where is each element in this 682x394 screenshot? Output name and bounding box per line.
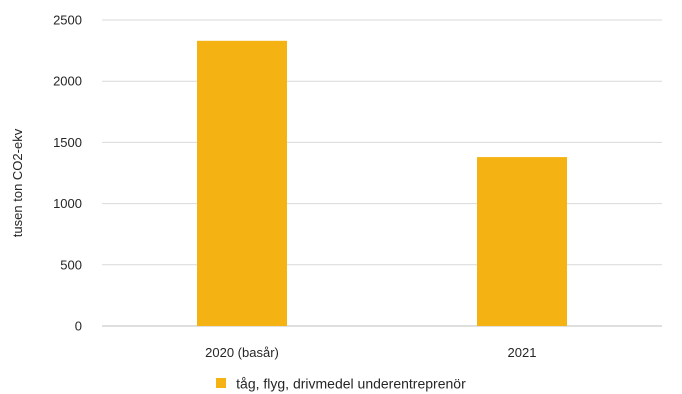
- x-tick-labels: 2020 (basår) 2021: [205, 345, 536, 360]
- y-tick-label: 2000: [53, 74, 82, 89]
- y-tick-label: 0: [75, 319, 82, 334]
- y-tick-label: 500: [60, 257, 82, 272]
- y-tick-label: 1500: [53, 135, 82, 150]
- bar: [477, 157, 567, 326]
- x-tick-label: 2021: [508, 345, 537, 360]
- y-tick-labels: 0 500 1000 1500 2000 2500: [53, 13, 82, 334]
- bars: [197, 40, 567, 327]
- x-tick-label: 2020 (basår): [205, 345, 279, 360]
- y-axis-label: tusen ton CO2-ekv: [10, 128, 25, 237]
- legend-swatch: [216, 378, 227, 389]
- y-tick-label: 2500: [53, 13, 82, 28]
- legend: tåg, flyg, drivmedel underentreprenör: [0, 374, 682, 391]
- gridlines: [102, 19, 662, 327]
- bar: [197, 40, 287, 327]
- legend-label: tåg, flyg, drivmedel underentreprenör: [236, 375, 466, 392]
- y-tick-label: 1000: [53, 196, 82, 211]
